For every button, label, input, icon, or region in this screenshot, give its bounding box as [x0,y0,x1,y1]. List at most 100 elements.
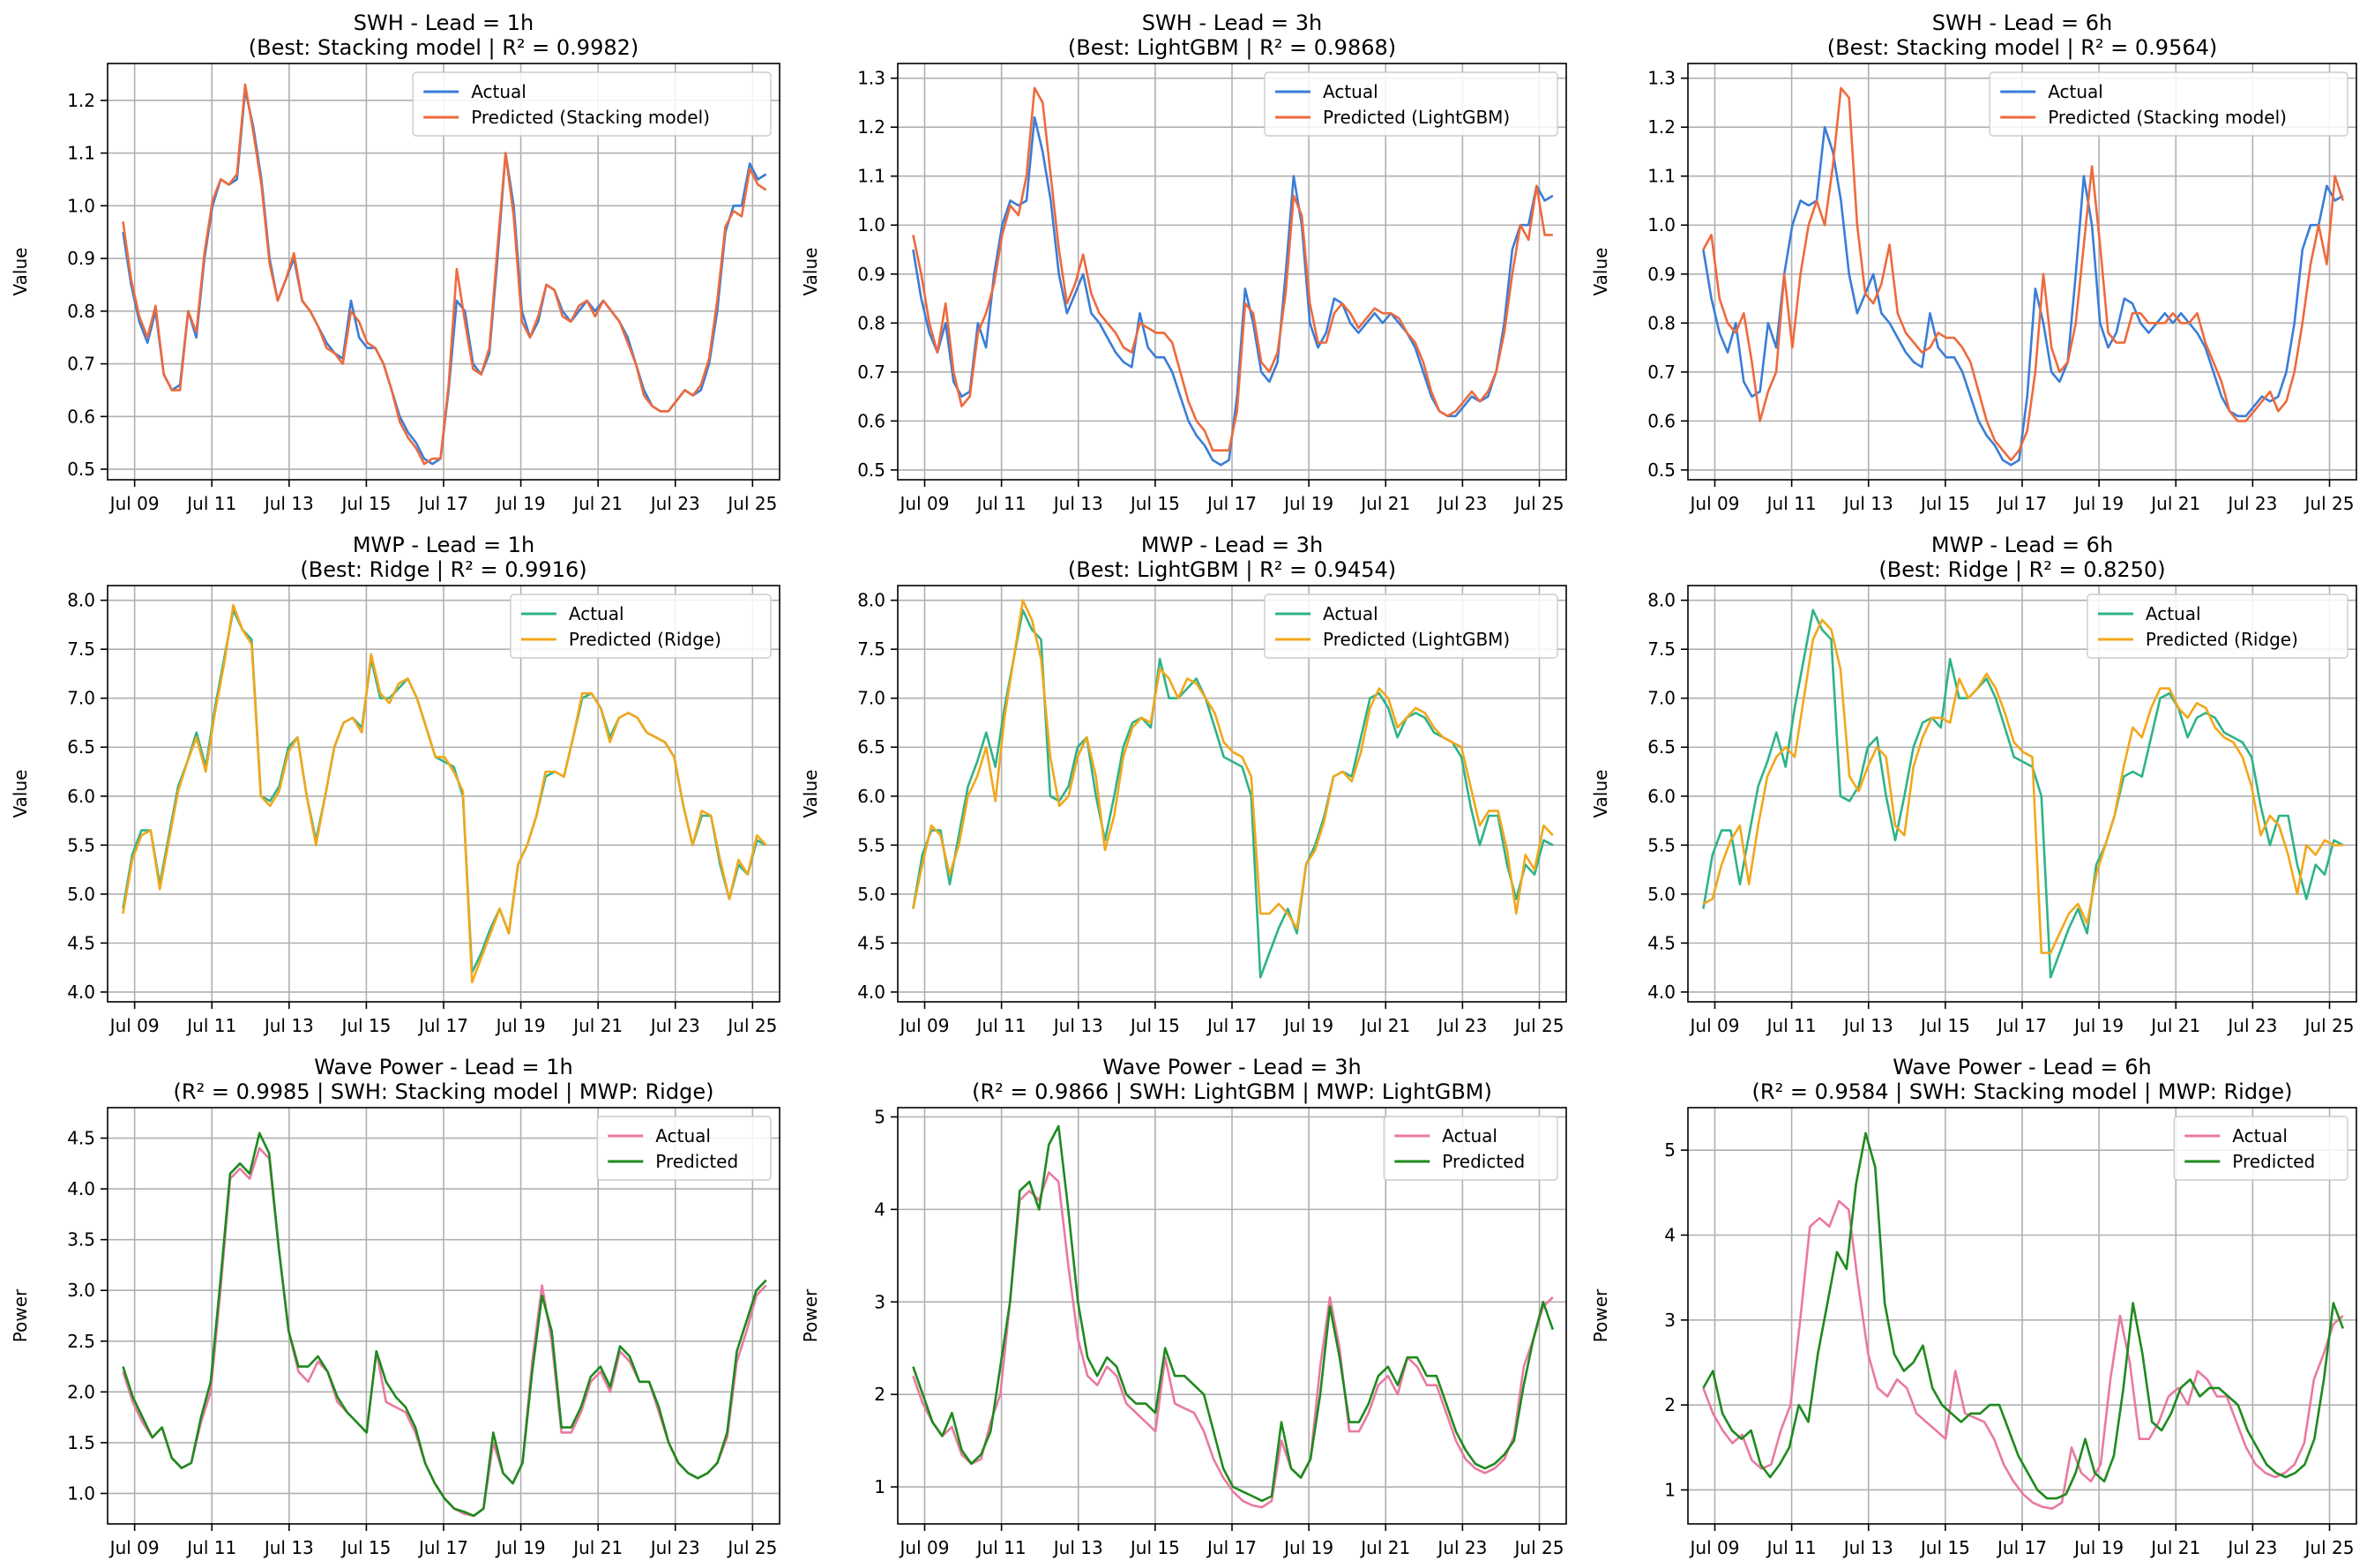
chart-title: MWP - Lead = 3h [1141,533,1323,557]
x-tick-label: Jul 25 [726,1537,777,1558]
y-axis-label: Value [1590,248,1611,296]
y-tick-label: 4.5 [1647,932,1676,953]
legend [1264,594,1558,659]
x-tick-label: Jul 23 [2226,1537,2277,1558]
chart-title: MWP - Lead = 1h [353,533,534,557]
y-tick-label: 0.9 [1647,264,1676,285]
y-tick-label: 1 [874,1476,885,1497]
x-tick-label: Jul 09 [899,493,950,514]
chart-title: SWH - Lead = 6h [1932,11,2112,35]
y-tick-label: 5.5 [1647,834,1676,855]
x-tick-label: Jul 19 [1282,1537,1333,1558]
y-tick-label: 6.5 [1647,736,1676,758]
y-tick-label: 7.5 [1647,638,1676,660]
y-tick-label: 4.0 [1647,982,1676,1003]
x-tick-label: Jul 19 [1282,493,1333,514]
y-axis-label: Power [800,1288,821,1342]
series-line-predicted [122,83,767,466]
x-tick-label: Jul 23 [1436,1537,1487,1558]
y-tick-label: 1.3 [1647,68,1676,89]
x-tick-label: Jul 15 [340,1537,391,1558]
legend-label: Actual [1442,1125,1497,1146]
x-tick-label: Jul 09 [108,1015,160,1036]
series-line-predicted [1702,86,2345,462]
x-tick-label: Jul 15 [1919,493,1970,514]
chart-subtitle: (Best: LightGBM | R² = 0.9868) [1068,35,1396,60]
y-tick-label: 6.0 [857,786,885,807]
y-axis-label: Power [10,1288,31,1342]
x-tick-label: Jul 11 [1766,493,1817,514]
y-tick-label: 7.0 [857,688,885,709]
legend-label: Predicted [2232,1151,2315,1172]
x-tick-label: Jul 17 [1206,1015,1257,1036]
y-tick-label: 0.9 [857,264,885,285]
x-tick-label: Jul 15 [1919,1015,1970,1036]
chart-subtitle: (R² = 0.9584 | SWH: Stacking model | MWP… [1752,1079,2293,1104]
legend [2173,1116,2348,1181]
y-axis-label: Value [800,248,821,296]
y-tick-label: 5 [1664,1139,1676,1161]
y-tick-label: 1.0 [1647,214,1676,235]
legend-label: Actual [1323,81,1378,102]
x-tick-label: Jul 21 [2149,493,2200,514]
x-tick-label: Jul 21 [1359,493,1410,514]
legend-label: Predicted (Stacking model) [471,107,710,128]
x-tick-label: Jul 13 [1842,493,1893,514]
chart-title: Wave Power - Lead = 6h [1893,1055,2151,1079]
x-tick-label: Jul 17 [1996,493,2047,514]
y-tick-label: 1.1 [857,166,885,187]
x-tick-label: Jul 25 [2304,1015,2355,1036]
series-line-predicted [122,603,767,984]
y-tick-label: 4.5 [67,932,95,953]
x-tick-label: Jul 17 [417,1015,468,1036]
x-tick-label: Jul 09 [108,1537,160,1558]
x-tick-label: Jul 13 [1052,1537,1103,1558]
plot-frame [897,63,1567,481]
series-line-predicted [912,1124,1555,1503]
x-tick-label: Jul 25 [1513,1015,1564,1036]
y-tick-label: 0.6 [67,406,95,427]
x-tick-label: Jul 09 [1689,1537,1740,1558]
y-tick-label: 8.0 [67,590,95,611]
chart-subtitle: (Best: Stacking model | R² = 0.9564) [1827,35,2218,60]
legend-label: Predicted [655,1151,738,1172]
x-tick-label: Jul 21 [571,1015,623,1036]
plot-frame [1687,585,2357,1003]
subplot-8: 1 2 3 4 5 Jul 09 Jul 11 Jul 13 Jul 15 Jul 17 Jul 1… [800,1055,1567,1558]
x-tick-label: Jul 13 [1052,1015,1103,1036]
y-tick-label: 1.5 [67,1432,95,1453]
x-tick-label: Jul 25 [726,1015,777,1036]
plot-frame [107,1107,780,1525]
series-line-actual [912,1171,1554,1509]
legend-label: Actual [655,1125,711,1146]
x-tick-label: Jul 09 [1689,493,1740,514]
chart-subtitle: (R² = 0.9985 | SWH: Stacking model | MWP… [174,1079,714,1104]
series-line-actual [122,1146,767,1518]
legend [1383,1116,1558,1181]
x-tick-label: Jul 11 [1766,1015,1817,1036]
x-tick-label: Jul 23 [649,1015,700,1036]
x-tick-label: Jul 17 [1996,1537,2047,1558]
legend [2087,594,2348,659]
y-tick-label: 1.1 [1647,166,1676,187]
y-tick-label: 2 [1664,1394,1676,1415]
x-tick-label: Jul 23 [649,1537,700,1558]
chart-subtitle: (Best: Ridge | R² = 0.8250) [1878,557,2165,582]
plot-frame [107,585,780,1003]
y-tick-label: 1.3 [857,68,885,89]
y-tick-label: 5.0 [857,884,885,905]
y-tick-label: 2.5 [67,1331,95,1352]
y-tick-label: 4.5 [857,932,885,953]
x-tick-label: Jul 17 [417,493,468,514]
subplot-4: 4.0 4.5 5.0 5.5 6.0 6.5 7.0 7.5 8.0 Jul 09 Jul 11 J… [10,533,780,1036]
chart-title: SWH - Lead = 3h [1142,11,1322,35]
series-line-actual [1702,1199,2344,1510]
y-tick-label: 6.0 [1647,786,1676,807]
y-tick-label: 1.0 [67,1482,95,1504]
series-line-predicted [122,1131,767,1518]
x-tick-label: Jul 21 [2149,1537,2200,1558]
x-tick-label: Jul 23 [2226,1015,2277,1036]
y-tick-label: 5 [874,1106,885,1127]
plot-frame [107,63,780,481]
y-tick-label: 7.5 [67,638,95,660]
